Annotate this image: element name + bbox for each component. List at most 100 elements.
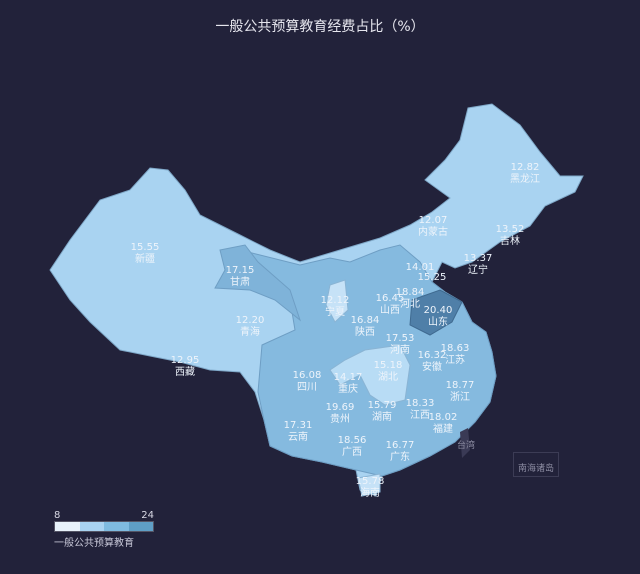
province-label[interactable]: 15.18 湖北 bbox=[374, 360, 403, 384]
province-value: 15.25 bbox=[417, 272, 447, 283]
province-value: 17.31 bbox=[283, 420, 313, 431]
province-value: 17.53 bbox=[385, 333, 415, 344]
province-label[interactable]: 12.20 青海 bbox=[236, 315, 265, 339]
province-label[interactable]: 13.37 辽宁 bbox=[464, 253, 493, 277]
province-label[interactable]: 15.25 bbox=[418, 272, 447, 284]
province-label[interactable]: 17.15 甘肃 bbox=[226, 265, 255, 289]
province-label[interactable]: 13.52 吉林 bbox=[496, 224, 525, 248]
province-label[interactable]: 17.53 河南 bbox=[386, 333, 415, 357]
province-name: 宁夏 bbox=[324, 307, 345, 318]
province-label[interactable]: 16.77 广东 bbox=[386, 440, 415, 464]
province-name: 广东 bbox=[389, 452, 410, 463]
region-shandong[interactable] bbox=[409, 289, 463, 336]
province-label[interactable]: 12.95 西藏 bbox=[171, 355, 200, 379]
province-label[interactable]: 16.45 山西 bbox=[376, 293, 405, 317]
province-label[interactable]: 18.33 江西 bbox=[406, 398, 435, 422]
province-name: 广西 bbox=[341, 447, 362, 458]
province-value: 13.37 bbox=[463, 253, 493, 264]
province-name: 新疆 bbox=[134, 254, 155, 265]
province-value: 18.33 bbox=[405, 398, 435, 409]
province-label[interactable]: 18.56 广西 bbox=[338, 435, 367, 459]
province-value: 12.20 bbox=[235, 315, 265, 326]
province-label[interactable]: 19.69 贵州 bbox=[326, 402, 355, 426]
province-value: 12.07 bbox=[418, 215, 448, 226]
province-name: 内蒙古 bbox=[418, 227, 448, 238]
province-name: 江苏 bbox=[444, 355, 465, 366]
province-value: 12.95 bbox=[170, 355, 200, 366]
province-label[interactable]: 16.08 四川 bbox=[293, 370, 322, 394]
province-value: 16.45 bbox=[375, 293, 405, 304]
legend-swatch bbox=[128, 522, 153, 531]
province-value: 18.84 bbox=[395, 287, 425, 298]
province-name: 贵州 bbox=[329, 414, 350, 425]
province-value: 18.77 bbox=[445, 380, 475, 391]
region-ningxia[interactable] bbox=[325, 279, 349, 323]
province-label[interactable]: 14.01 bbox=[406, 262, 435, 274]
province-name: 辽宁 bbox=[467, 265, 488, 276]
legend-name: 一般公共预算教育 bbox=[54, 538, 134, 549]
province-label[interactable]: 16.84 陕西 bbox=[351, 315, 380, 339]
province-name: 西藏 bbox=[174, 367, 195, 378]
province-label[interactable]: 18.63 江苏 bbox=[441, 343, 470, 367]
province-value: 14.17 bbox=[333, 372, 363, 383]
province-label[interactable]: 12.07 内蒙古 bbox=[418, 215, 448, 239]
province-label[interactable]: 16.32 安徽 bbox=[418, 350, 447, 374]
province-value: 18.56 bbox=[337, 435, 367, 446]
province-value: 18.02 bbox=[428, 412, 458, 423]
province-name: 山西 bbox=[379, 305, 400, 316]
province-name: 黑龙江 bbox=[510, 174, 540, 185]
province-label[interactable]: 15.79 湖南 bbox=[368, 400, 397, 424]
province-label[interactable]: 18.84 河北 bbox=[396, 287, 425, 311]
region-hainan[interactable] bbox=[357, 473, 381, 497]
province-name: 山东 bbox=[427, 317, 448, 328]
province-label[interactable]: 18.77 浙江 bbox=[446, 380, 475, 404]
province-value: 17.15 bbox=[225, 265, 255, 276]
legend-min: 8 bbox=[54, 510, 61, 521]
province-value: 14.01 bbox=[405, 262, 435, 273]
legend-max: 24 bbox=[141, 510, 154, 521]
province-value: 13.52 bbox=[495, 224, 525, 235]
legend-swatch bbox=[55, 522, 80, 531]
province-name: 安徽 bbox=[421, 362, 442, 373]
region-light-central[interactable] bbox=[329, 344, 411, 406]
province-name: 吉林 bbox=[499, 236, 520, 247]
legend-swatch bbox=[79, 522, 104, 531]
province-value: 20.40 bbox=[423, 305, 453, 316]
province-label[interactable]: 14.17 重庆 bbox=[334, 372, 363, 396]
province-value: 15.55 bbox=[130, 242, 160, 253]
province-name: 江西 bbox=[409, 410, 430, 421]
legend-color-bar[interactable] bbox=[54, 521, 154, 532]
province-name: 四川 bbox=[296, 382, 317, 393]
province-name: 云南 bbox=[287, 432, 308, 443]
legend-swatch bbox=[104, 522, 129, 531]
province-label[interactable]: 15.78 海南 bbox=[356, 476, 385, 500]
province-label[interactable]: 17.31 云南 bbox=[284, 420, 313, 444]
province-value: 15.79 bbox=[367, 400, 397, 411]
province-label[interactable]: 20.40 山东 bbox=[424, 305, 453, 329]
province-value: 15.18 bbox=[373, 360, 403, 371]
province-name: 湖北 bbox=[377, 372, 398, 383]
province-name: 青海 bbox=[239, 327, 260, 338]
province-value: 15.78 bbox=[355, 476, 385, 487]
province-label[interactable]: 18.02 福建 bbox=[429, 412, 458, 436]
province-name: 海南 bbox=[359, 488, 380, 499]
region-taiwan bbox=[460, 428, 470, 458]
province-value: 16.77 bbox=[385, 440, 415, 451]
legend: 8 24 一般公共预算教育 bbox=[54, 510, 154, 549]
province-label[interactable]: 12.12 宁夏 bbox=[321, 295, 350, 319]
province-value: 19.69 bbox=[325, 402, 355, 413]
province-value: 16.32 bbox=[417, 350, 447, 361]
taiwan-label: 台湾 bbox=[457, 441, 476, 451]
province-name: 河北 bbox=[399, 299, 420, 310]
province-value: 12.12 bbox=[320, 295, 350, 306]
province-name: 陕西 bbox=[354, 327, 375, 338]
province-label[interactable]: 15.55 新疆 bbox=[131, 242, 160, 266]
province-name: 重庆 bbox=[337, 384, 358, 395]
province-name: 浙江 bbox=[449, 392, 470, 403]
province-label[interactable]: 12.82 黑龙江 bbox=[510, 162, 540, 186]
province-name: 甘肃 bbox=[229, 277, 250, 288]
region-gansu[interactable] bbox=[214, 244, 302, 322]
map-title: 一般公共预算教育经费占比（%） bbox=[215, 19, 425, 35]
province-value: 16.08 bbox=[292, 370, 322, 381]
